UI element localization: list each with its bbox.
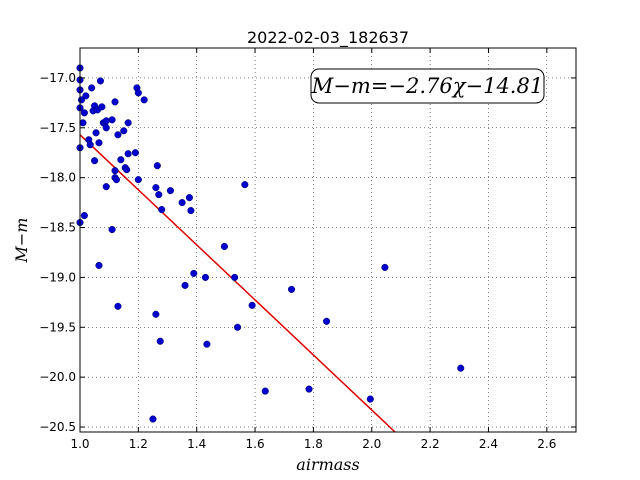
data-point [322, 317, 331, 325]
data-point [98, 103, 106, 111]
x-tick-label: 1.0 [70, 437, 89, 451]
data-point [305, 385, 313, 393]
data-point [111, 167, 119, 175]
data-point [111, 98, 119, 106]
y-tick-label: −17.5 [39, 121, 76, 135]
x-axis-label: airmass [296, 455, 359, 474]
data-point [220, 242, 228, 251]
data-point [366, 395, 374, 403]
data-point [241, 181, 249, 189]
fit-line [79, 134, 396, 433]
data-point [86, 141, 94, 149]
y-tick-label: −18.0 [39, 171, 76, 185]
data-point [149, 415, 157, 423]
data-point [166, 187, 174, 195]
data-point [102, 124, 110, 132]
x-tick-label: 2.0 [362, 437, 381, 451]
data-point [153, 162, 161, 170]
data-point [178, 199, 186, 207]
data-point [134, 176, 142, 184]
data-point [248, 301, 256, 309]
data-point [92, 129, 100, 137]
data-point [152, 184, 160, 192]
data-point [108, 116, 116, 124]
data-point [80, 109, 88, 117]
plot-frame [79, 47, 577, 433]
data-point [261, 387, 269, 395]
data-point [112, 176, 121, 184]
data-point [156, 337, 164, 345]
data-point [88, 84, 96, 92]
x-tick-label: 2.2 [421, 437, 440, 451]
data-point [114, 302, 122, 310]
data-point [381, 263, 389, 271]
data-point [95, 139, 103, 147]
data-point [124, 150, 132, 158]
data-point [140, 96, 148, 104]
data-point [231, 273, 239, 281]
chart-title: 2022-02-03_182637 [247, 28, 409, 48]
data-point [190, 269, 198, 277]
data-point [124, 119, 132, 127]
data-point [123, 166, 131, 174]
data-point [158, 206, 166, 214]
data-point [120, 127, 128, 135]
data-point [187, 207, 195, 215]
data-point [80, 212, 88, 220]
data-point [82, 92, 90, 100]
data-point [134, 89, 142, 97]
data-point [117, 156, 125, 164]
data-point [96, 77, 104, 85]
fit-annotation: M−m=−2.76χ−14.81 [310, 68, 545, 104]
fit-equation: M−m=−2.76χ−14.81 [311, 74, 543, 98]
points-layer [76, 64, 465, 423]
data-point [102, 117, 110, 125]
y-axis-label: M−m [12, 218, 31, 264]
x-tick-label: 2.6 [537, 437, 556, 451]
x-tick-label: 1.2 [129, 437, 148, 451]
data-point [181, 281, 189, 289]
data-point [234, 323, 242, 331]
data-point [108, 225, 116, 234]
data-point [287, 285, 296, 293]
x-ticks: 1.0 1.2 1.4 1.6 1.8 2.0 2.2 2.4 2.6 [70, 48, 556, 451]
y-tick-label: −19.0 [39, 270, 76, 284]
y-tick-label: −18.5 [39, 221, 76, 235]
fit-line-layer [79, 134, 396, 433]
x-tick-label: 1.4 [187, 437, 206, 451]
y-tick-label: −20.5 [39, 420, 76, 434]
grid [79, 48, 576, 432]
data-point [102, 183, 110, 191]
x-tick-label: 2.4 [479, 437, 498, 451]
y-ticks: −17.0 −17.5 −18.0 −18.5 −19.0 −19.5 −20.0 −20.5 [39, 71, 576, 434]
data-point [131, 149, 139, 157]
data-point [152, 310, 160, 318]
data-point [79, 119, 87, 127]
data-point [91, 157, 99, 165]
x-tick-label: 1.6 [246, 437, 265, 451]
data-point [95, 261, 103, 269]
y-tick-label: −19.5 [39, 320, 76, 334]
data-point [155, 191, 163, 199]
data-point [185, 194, 193, 202]
y-tick-label: −20.0 [39, 370, 76, 384]
annotation-box [310, 68, 545, 104]
data-point [114, 131, 122, 139]
y-tick-label: −17.0 [39, 71, 76, 85]
data-point [201, 273, 210, 281]
data-point [203, 340, 211, 348]
data-point [457, 364, 465, 372]
x-tick-label: 1.8 [304, 437, 323, 451]
